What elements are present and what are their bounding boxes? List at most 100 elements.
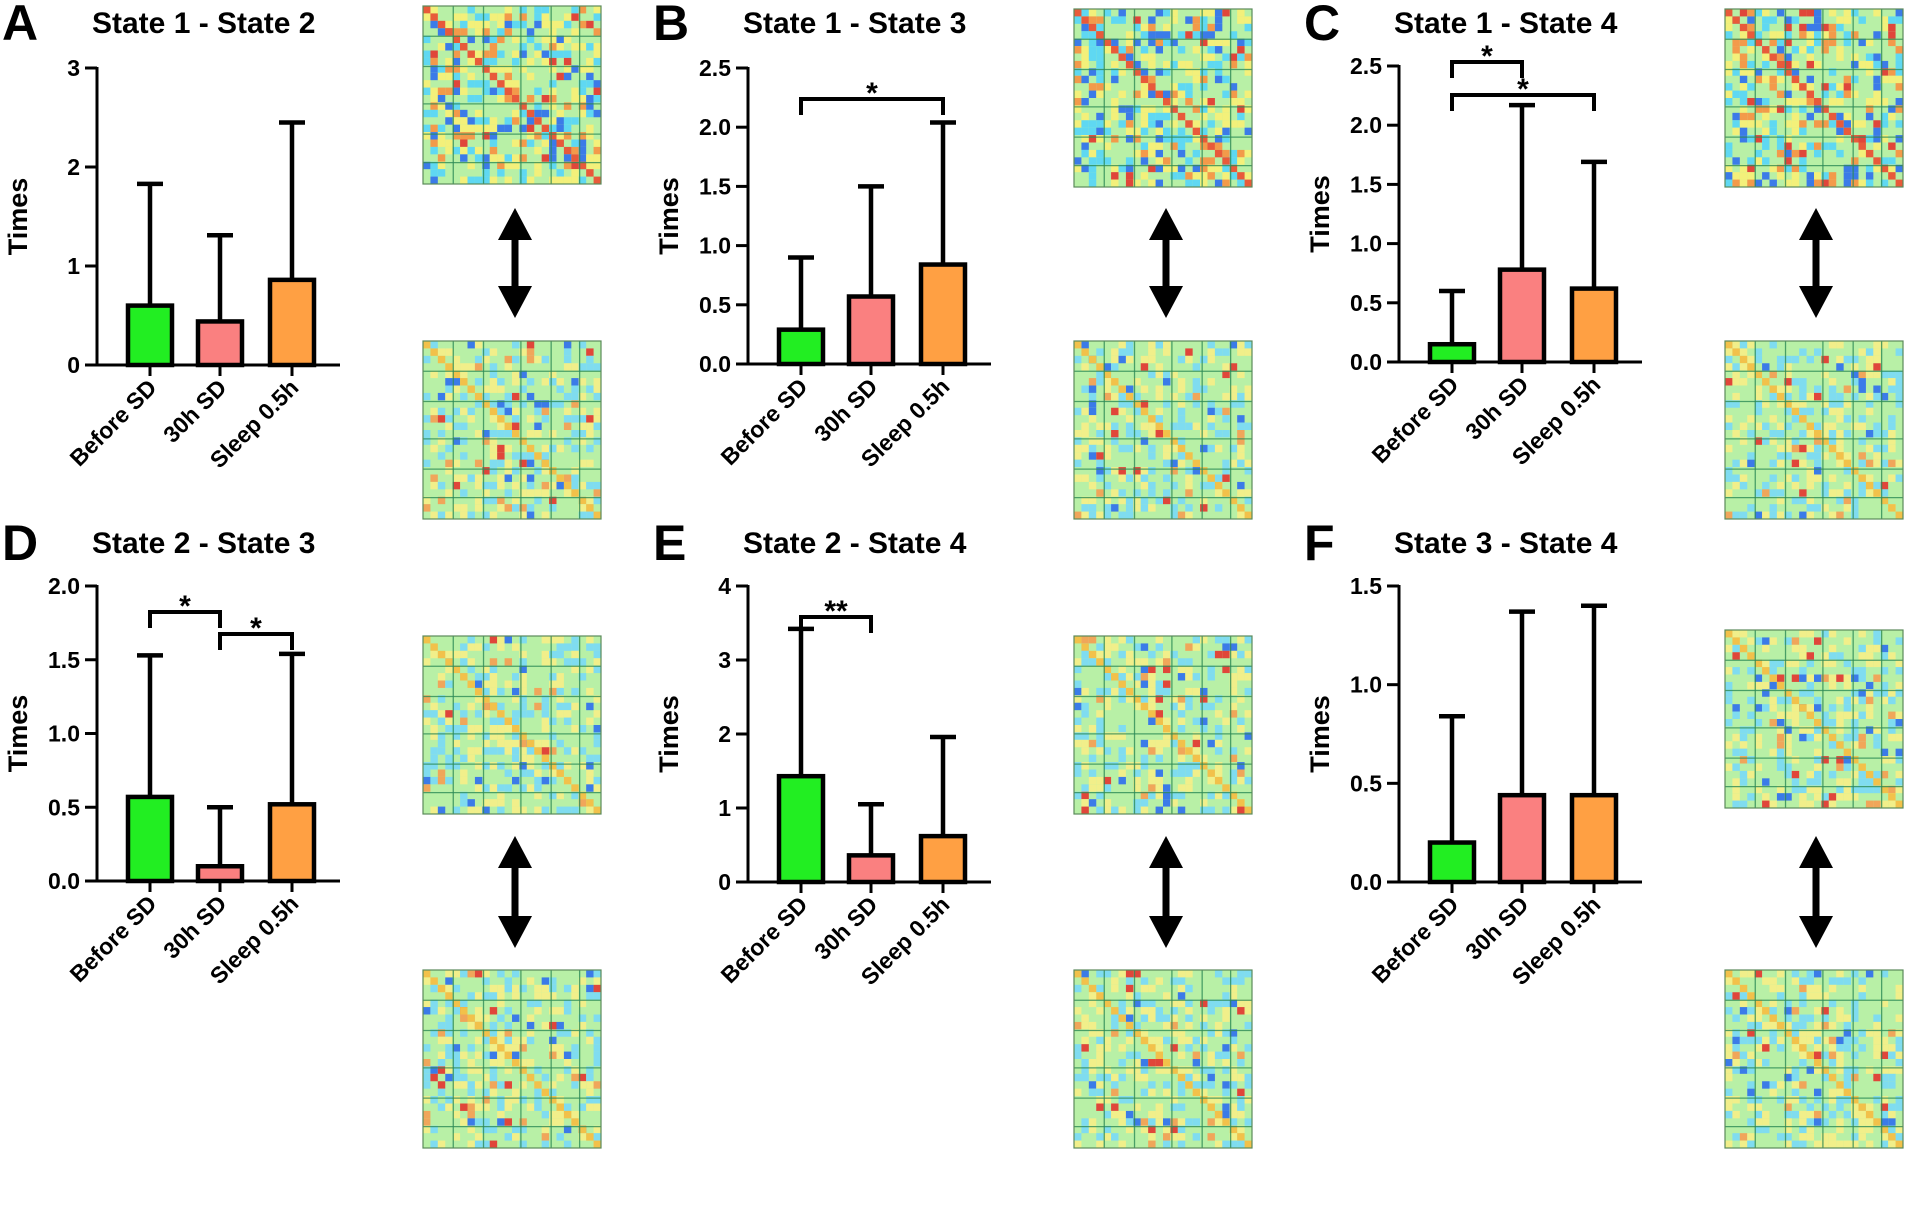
significance-bracket (218, 632, 294, 650)
chart-title: State 2 - State 4 (743, 527, 967, 560)
matrix-cells (1074, 341, 1252, 519)
bar (846, 294, 896, 367)
y-tick-label: 0.5 (1350, 290, 1382, 316)
bar (125, 303, 175, 368)
chart-title: State 2 - State 3 (92, 527, 315, 560)
panel-letter: C (1304, 0, 1340, 51)
x-tick-label: Before SD (716, 891, 813, 988)
significance-label: * (866, 77, 878, 110)
matrix-border (422, 340, 602, 520)
y-tick-label: 1.5 (48, 647, 80, 673)
y-tick-label: 2.5 (699, 55, 731, 81)
x-tick-label: Before SD (65, 374, 162, 471)
arrow-head-up (1799, 836, 1833, 868)
matrix-block-lines (1725, 970, 1903, 1148)
y-tick-label: 2 (67, 154, 80, 180)
y-tick-label: 0.0 (699, 351, 731, 377)
x-tick-label: 30h SD (809, 891, 883, 965)
bar (918, 262, 968, 367)
bar (776, 327, 826, 367)
matrix-border (1073, 8, 1253, 188)
y-tick-label: 3 (718, 647, 731, 673)
arrow-head-down (498, 286, 532, 318)
matrix-block-lines (1725, 630, 1903, 808)
arrow-head-down (498, 916, 532, 948)
matrix-block-lines (423, 970, 601, 1148)
y-tick-label: 0.5 (48, 794, 80, 820)
matrix-cells (1725, 970, 1903, 1148)
significance-label: ** (824, 595, 848, 628)
y-axis-label: Times (654, 177, 684, 255)
y-tick-label: 2.5 (1350, 53, 1382, 79)
y-tick-label: 4 (718, 573, 731, 599)
matrix-cells (1725, 9, 1903, 187)
bar (195, 319, 245, 368)
arrow-head-down (1799, 916, 1833, 948)
y-tick-label: 1.5 (1350, 171, 1382, 197)
y-tick-label: 1 (67, 253, 80, 279)
bar (1427, 341, 1477, 365)
y-tick-label: 0.0 (48, 868, 80, 894)
matrix-block-lines (1074, 341, 1252, 519)
matrix-cells (1074, 970, 1252, 1148)
x-tick-label: 30h SD (158, 374, 232, 448)
y-tick-label: 1.0 (1350, 672, 1382, 698)
y-axis-label: Times (1305, 695, 1335, 773)
matrix-border (1724, 8, 1904, 188)
matrix-block-lines (1074, 636, 1252, 814)
matrix-block-lines (1074, 9, 1252, 187)
matrix-cells (1725, 341, 1903, 519)
matrix-border (1073, 635, 1253, 815)
matrix-block-lines (1725, 341, 1903, 519)
arrow-head-up (1799, 208, 1833, 240)
matrix-border (1724, 340, 1904, 520)
arrow-head-up (498, 208, 532, 240)
matrix-block-lines (423, 6, 601, 184)
y-tick-label: 3 (67, 55, 80, 81)
panel-letter: D (2, 515, 38, 571)
y-tick-label: 1.0 (699, 233, 731, 259)
panel-letter: F (1304, 515, 1335, 571)
y-tick-label: 2.0 (48, 573, 80, 599)
panel-e: E State 2 - State 4 Times 0 1 2 3 4 Before SD30h… (653, 515, 1253, 1149)
y-tick-label: 1.0 (48, 721, 80, 747)
chart-title: State 1 - State 2 (92, 7, 315, 40)
matrix-cells (423, 970, 601, 1148)
significance-bracket (799, 97, 945, 115)
matrix-block-lines (1074, 970, 1252, 1148)
arrow-head-up (1149, 208, 1183, 240)
y-tick-label: 1 (718, 795, 731, 821)
matrix-border (1073, 969, 1253, 1149)
arrow-head-up (498, 836, 532, 868)
panel-c: C State 1 - State 4 Times 0.0 0.5 1.0 1.5 2.0 2.… (1304, 0, 1904, 520)
significance-bracket (148, 610, 222, 628)
chart-title: State 3 - State 4 (1394, 527, 1618, 560)
panel-f: F State 3 - State 4 Times 0.0 0.5 1.0 1.5 Befor… (1304, 515, 1904, 1149)
significance-label: * (1517, 73, 1529, 106)
matrix-block-lines (423, 341, 601, 519)
x-tick-label: Before SD (1367, 891, 1464, 988)
bar (267, 277, 317, 368)
chart-title: State 1 - State 3 (743, 7, 966, 40)
y-tick-label: 0 (718, 869, 731, 895)
y-tick-label: 2 (718, 721, 731, 747)
arrow-head-up (1149, 836, 1183, 868)
y-tick-label: 0 (67, 352, 80, 378)
matrix-border (422, 5, 602, 185)
arrow-head-down (1799, 286, 1833, 318)
y-tick-label: 0.5 (699, 292, 731, 318)
matrix-cells (1074, 636, 1252, 814)
y-tick-label: 1.0 (1350, 231, 1382, 257)
matrix-cells (1074, 9, 1252, 187)
matrix-cells (423, 6, 601, 184)
y-tick-label: 0.0 (1350, 349, 1382, 375)
matrix-cells (1725, 630, 1903, 808)
arrow-head-down (1149, 916, 1183, 948)
bar (1427, 840, 1477, 885)
bar (918, 833, 968, 885)
significance-bracket (1450, 60, 1524, 78)
y-tick-label: 2.0 (699, 114, 731, 140)
matrix-border (422, 635, 602, 815)
significance-bracket (799, 615, 873, 633)
y-tick-label: 0.0 (1350, 869, 1382, 895)
